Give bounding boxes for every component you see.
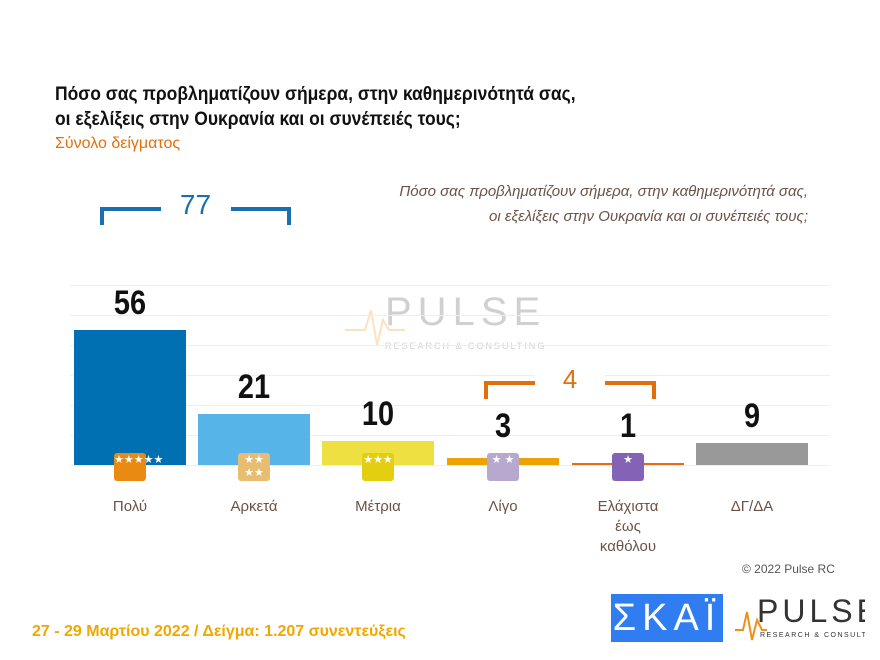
rating-stars-icon: ★★★★★ bbox=[114, 453, 163, 481]
chart-title: Πόσο σας προβληματίζουν σήμερα, στην καθ… bbox=[55, 82, 699, 132]
footer-date-sample: 27 - 29 Μαρτίου 2022 / Δείγμα: 1.207 συν… bbox=[32, 623, 406, 640]
skai-logo: ΣΚΑΪ bbox=[611, 594, 723, 642]
category-label-line: Μέτρια bbox=[355, 498, 401, 515]
value-label: 21 bbox=[237, 368, 271, 407]
question-line-2: οι εξελίξεις στην Ουκρανία και οι συνέπε… bbox=[489, 208, 808, 225]
svg-text:PULSE: PULSE bbox=[757, 593, 865, 629]
pulse-watermark: PULSE RESEARCH & CONSULTING bbox=[345, 290, 545, 351]
copyright: © 2022 Pulse RC bbox=[742, 562, 835, 576]
category-label-line: ΔΓ/ΔΑ bbox=[730, 498, 774, 515]
svg-text:RESEARCH & CONSULTING: RESEARCH & CONSULTING bbox=[760, 632, 865, 639]
title-line-2: οι εξελίξεις στην Ουκρανία και οι συνέπε… bbox=[55, 109, 461, 130]
category-label: ΔΓ/ΔΑ bbox=[692, 497, 812, 517]
question-text: Πόσο σας προβληματίζουν σήμερα, στην καθ… bbox=[308, 179, 808, 229]
svg-text:PULSE: PULSE bbox=[385, 290, 545, 334]
category-label-line: Αρκετά bbox=[230, 498, 278, 515]
category-label: Ελάχιστα έως καθόλου bbox=[568, 497, 688, 557]
gridline bbox=[70, 435, 830, 436]
category-label: Μέτρια bbox=[318, 497, 438, 517]
value-label: 1 bbox=[619, 407, 637, 445]
bar-0 bbox=[74, 330, 186, 465]
category-label-line: Λίγο bbox=[488, 498, 518, 515]
rating-stars-icon: ★★★ bbox=[362, 453, 394, 481]
gridline bbox=[70, 345, 830, 346]
rating-stars-icon: ★★ ★★ bbox=[238, 453, 270, 481]
value-label: 9 bbox=[743, 397, 761, 436]
gridline bbox=[70, 375, 830, 376]
value-label: 10 bbox=[361, 394, 395, 433]
gridline bbox=[70, 465, 830, 466]
svg-text:RESEARCH & CONSULTING: RESEARCH & CONSULTING bbox=[385, 341, 545, 351]
subtitle: Σύνολο δείγματος bbox=[55, 135, 181, 152]
category-label-line: Ελάχιστα bbox=[597, 498, 659, 515]
gridline bbox=[70, 315, 830, 316]
category-label: Πολύ bbox=[70, 497, 190, 517]
gridline bbox=[70, 285, 830, 286]
category-label-line: καθόλου bbox=[599, 538, 657, 555]
value-label: 56 bbox=[113, 284, 147, 322]
rating-stars-icon: ★ bbox=[612, 453, 644, 481]
question-line-1: Πόσο σας προβληματίζουν σήμερα, στην καθ… bbox=[399, 183, 808, 200]
group-total-label: 4 bbox=[535, 364, 605, 395]
pulse-logo: PULSE RESEARCH & CONSULTING bbox=[735, 593, 865, 641]
category-label: Λίγο bbox=[443, 497, 563, 517]
category-label-line: έως bbox=[615, 518, 641, 535]
bar-5 bbox=[696, 443, 808, 465]
skai-logo-text: ΣΚΑΪ bbox=[612, 597, 722, 639]
rating-stars-icon: ★ ★ bbox=[487, 453, 519, 481]
category-label-line: Πολύ bbox=[112, 498, 148, 515]
category-label: Αρκετά bbox=[194, 497, 314, 517]
gridline bbox=[70, 405, 830, 406]
title-line-1: Πόσο σας προβληματίζουν σήμερα, στην καθ… bbox=[55, 84, 576, 105]
group-total-label: 77 bbox=[160, 189, 231, 221]
value-label: 3 bbox=[494, 407, 512, 445]
